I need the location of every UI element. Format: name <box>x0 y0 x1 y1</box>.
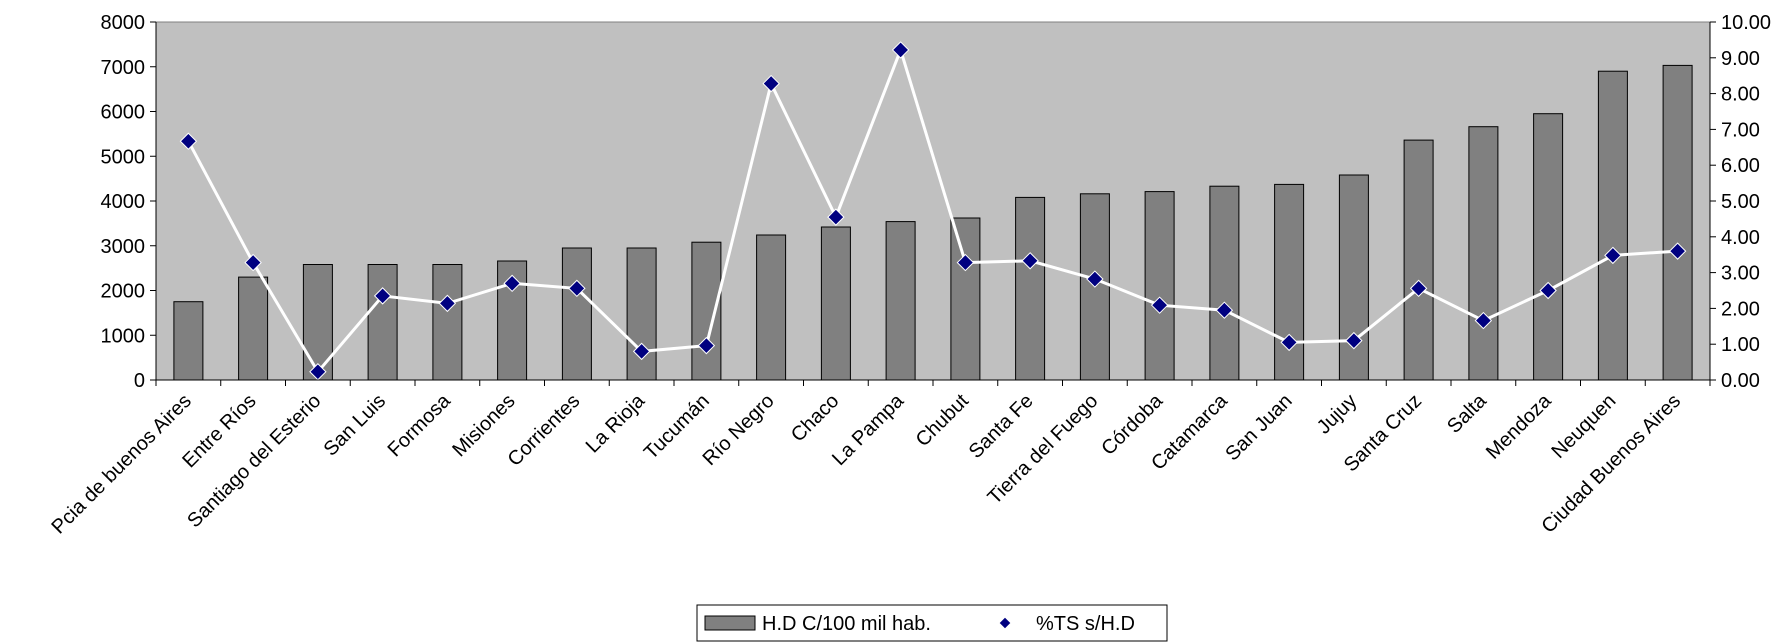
x-tick-label: Mendoza <box>1482 389 1556 463</box>
right-axis-ticks: 0.00 1.00 2.00 3.00 4.00 5.00 6.00 7.00 8.00 9.00… <box>1710 12 1771 392</box>
bar <box>1015 196 1046 381</box>
data-point <box>503 274 521 293</box>
x-tick-label: Chubut <box>912 390 973 451</box>
x-tick-label: La Pampa <box>828 389 909 470</box>
right-tick-label: 2.00 <box>1721 298 1760 320</box>
bar <box>950 217 981 381</box>
bar <box>367 264 398 381</box>
x-tick-label: San Luis <box>320 390 391 461</box>
bar <box>691 241 722 381</box>
data-point <box>1409 279 1428 298</box>
right-tick-label: 6.00 <box>1721 155 1760 177</box>
data-point <box>373 287 392 305</box>
data-point <box>697 336 716 355</box>
x-tick-label: Pcia de buenos Aires <box>47 390 195 538</box>
data-point <box>1474 311 1493 330</box>
right-tick-label: 0.00 <box>1721 370 1760 392</box>
x-tick-label: San Juan <box>1221 390 1296 465</box>
bar <box>1209 185 1240 381</box>
bar <box>1403 139 1434 381</box>
bar <box>173 301 204 381</box>
data-point <box>762 74 780 93</box>
line-layer <box>179 41 1687 381</box>
left-tick-label: 2000 <box>101 281 146 303</box>
data-point <box>1668 242 1687 260</box>
bar <box>1468 126 1499 381</box>
left-tick-label: 4000 <box>101 191 146 213</box>
right-tick-label: 8.00 <box>1721 84 1760 106</box>
right-tick-label: 10.00 <box>1721 12 1771 34</box>
data-point <box>568 279 586 298</box>
data-point <box>1604 246 1622 265</box>
x-tick-label: Salta <box>1443 389 1491 437</box>
data-point <box>1345 331 1363 350</box>
data-point <box>1280 333 1298 352</box>
right-tick-label: 1.00 <box>1721 334 1760 356</box>
data-point <box>244 253 262 272</box>
right-tick-label: 9.00 <box>1721 48 1760 70</box>
bar <box>1662 64 1693 381</box>
x-tick-label: La Rioja <box>582 389 650 457</box>
left-tick-label: 8000 <box>101 12 146 34</box>
bar <box>820 226 851 381</box>
left-axis-ticks: 0 1000 2000 3000 4000 5000 6000 7000 8000 <box>101 12 156 392</box>
right-tick-label: 7.00 <box>1721 119 1760 141</box>
data-point <box>1215 301 1234 319</box>
x-tick-label: Río Negro <box>699 390 779 470</box>
legend-box <box>696 604 1168 642</box>
x-tick-label: Formosa <box>384 389 456 461</box>
legend-marker-label: %TS s/H.D <box>1036 613 1135 635</box>
data-point <box>632 342 651 361</box>
left-tick-label: 3000 <box>101 236 146 258</box>
left-tick-label: 6000 <box>101 102 146 124</box>
x-tick-label: Tierra del Fuego <box>984 390 1103 509</box>
left-tick-label: 0 <box>134 370 145 392</box>
data-point <box>891 41 910 59</box>
legend-bar-label: H.D C/100 mil hab. <box>762 613 931 635</box>
right-tick-label: 4.00 <box>1721 227 1760 249</box>
legend-bar-swatch <box>704 615 756 631</box>
data-point <box>1086 270 1104 288</box>
data-point <box>827 208 845 226</box>
bar <box>432 264 463 381</box>
bar <box>1144 191 1175 381</box>
legend: H.D C/100 mil hab. %TS s/H.D <box>696 604 1168 642</box>
left-tick-label: 5000 <box>101 146 146 168</box>
data-point <box>179 132 198 150</box>
plot-area <box>155 21 1711 381</box>
bar <box>885 221 916 381</box>
series-line <box>187 45 1678 375</box>
bar <box>1597 70 1628 381</box>
x-tick-label: Chaco <box>787 390 843 446</box>
data-point <box>438 294 457 313</box>
data-point <box>956 253 975 272</box>
x-tick-label: Jujuy <box>1313 390 1362 439</box>
data-point <box>1539 281 1557 300</box>
data-point <box>1150 296 1169 314</box>
bar <box>302 264 333 381</box>
left-tick-label: 1000 <box>101 325 146 347</box>
bar <box>238 276 269 381</box>
legend-marker-swatch <box>998 616 1012 630</box>
bar <box>561 247 592 381</box>
data-point <box>1021 252 1039 270</box>
bar <box>626 247 657 381</box>
left-tick-label: 7000 <box>101 57 146 79</box>
bar <box>1533 113 1564 381</box>
bar <box>756 234 787 381</box>
right-tick-label: 3.00 <box>1721 263 1760 285</box>
right-tick-label: 5.00 <box>1721 191 1760 213</box>
